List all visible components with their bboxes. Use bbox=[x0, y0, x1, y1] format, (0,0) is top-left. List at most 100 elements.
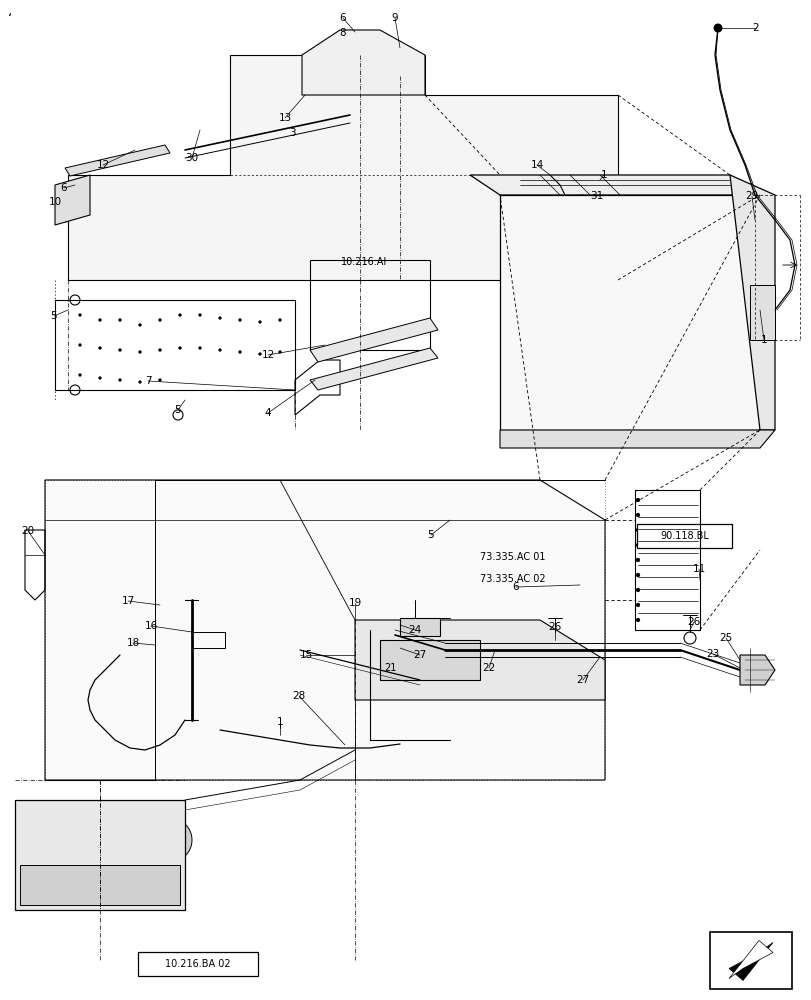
FancyBboxPatch shape bbox=[453, 567, 573, 591]
Polygon shape bbox=[470, 175, 759, 195]
Text: 8: 8 bbox=[339, 28, 345, 38]
Text: 25: 25 bbox=[719, 633, 732, 643]
Text: ‘: ‘ bbox=[8, 12, 12, 26]
Circle shape bbox=[595, 176, 603, 184]
Text: 3: 3 bbox=[289, 128, 295, 138]
Circle shape bbox=[98, 347, 101, 350]
Text: 16: 16 bbox=[144, 621, 157, 631]
Circle shape bbox=[217, 584, 221, 588]
Polygon shape bbox=[749, 285, 774, 340]
Circle shape bbox=[138, 582, 142, 586]
Circle shape bbox=[635, 498, 639, 502]
Circle shape bbox=[98, 570, 102, 574]
Text: 73.335.AC 01: 73.335.AC 01 bbox=[479, 552, 545, 562]
Circle shape bbox=[278, 351, 281, 354]
Circle shape bbox=[78, 613, 82, 617]
Text: 1: 1 bbox=[600, 170, 607, 180]
Circle shape bbox=[307, 143, 312, 148]
Text: 12: 12 bbox=[261, 350, 274, 360]
Circle shape bbox=[148, 252, 152, 257]
Polygon shape bbox=[15, 800, 185, 910]
Circle shape bbox=[432, 653, 446, 667]
Text: 6: 6 bbox=[512, 582, 519, 592]
Circle shape bbox=[526, 337, 562, 373]
Circle shape bbox=[453, 653, 466, 667]
Text: 19: 19 bbox=[348, 598, 361, 608]
Circle shape bbox=[78, 563, 82, 567]
Circle shape bbox=[539, 350, 549, 360]
Circle shape bbox=[98, 642, 102, 646]
Circle shape bbox=[387, 153, 392, 158]
Circle shape bbox=[298, 558, 302, 562]
Circle shape bbox=[756, 297, 762, 303]
Circle shape bbox=[178, 570, 182, 574]
Circle shape bbox=[397, 657, 402, 663]
Circle shape bbox=[635, 558, 639, 562]
Circle shape bbox=[643, 224, 655, 236]
Text: 1: 1 bbox=[277, 717, 283, 727]
Circle shape bbox=[756, 327, 762, 333]
Circle shape bbox=[218, 316, 221, 320]
Text: 6: 6 bbox=[339, 13, 345, 23]
Circle shape bbox=[477, 113, 482, 118]
Polygon shape bbox=[739, 655, 774, 685]
Circle shape bbox=[98, 318, 101, 322]
Text: 17: 17 bbox=[121, 596, 135, 606]
Circle shape bbox=[68, 818, 112, 862]
Circle shape bbox=[635, 603, 639, 607]
Polygon shape bbox=[728, 942, 772, 980]
FancyBboxPatch shape bbox=[372, 656, 406, 680]
Bar bbox=[709, 932, 791, 989]
Text: 22: 22 bbox=[482, 663, 495, 673]
Text: 2: 2 bbox=[752, 23, 758, 33]
Polygon shape bbox=[728, 940, 772, 978]
Circle shape bbox=[78, 538, 82, 542]
Circle shape bbox=[407, 548, 411, 552]
Circle shape bbox=[218, 349, 221, 352]
Circle shape bbox=[118, 553, 122, 557]
Text: 7: 7 bbox=[144, 376, 151, 386]
Circle shape bbox=[318, 616, 322, 620]
Circle shape bbox=[178, 553, 182, 557]
Text: 6: 6 bbox=[61, 183, 67, 193]
Circle shape bbox=[118, 622, 122, 626]
Circle shape bbox=[635, 543, 639, 547]
Circle shape bbox=[118, 646, 122, 650]
Text: 9: 9 bbox=[391, 13, 398, 23]
Circle shape bbox=[258, 618, 262, 622]
Circle shape bbox=[417, 657, 423, 663]
Text: 27: 27 bbox=[576, 675, 589, 685]
Circle shape bbox=[287, 242, 292, 247]
Circle shape bbox=[388, 543, 392, 547]
Circle shape bbox=[407, 570, 411, 574]
Circle shape bbox=[307, 208, 312, 213]
Circle shape bbox=[127, 208, 132, 213]
Circle shape bbox=[148, 818, 191, 862]
Circle shape bbox=[28, 818, 72, 862]
Circle shape bbox=[198, 558, 202, 562]
Circle shape bbox=[277, 232, 282, 237]
Circle shape bbox=[217, 641, 221, 645]
Circle shape bbox=[537, 213, 542, 218]
Circle shape bbox=[98, 666, 102, 670]
Text: 29: 29 bbox=[744, 191, 757, 201]
Circle shape bbox=[277, 202, 282, 208]
Circle shape bbox=[63, 188, 67, 192]
Circle shape bbox=[457, 657, 462, 663]
Circle shape bbox=[318, 563, 322, 567]
Circle shape bbox=[355, 51, 363, 59]
Circle shape bbox=[552, 383, 566, 397]
Circle shape bbox=[118, 528, 122, 532]
Circle shape bbox=[158, 378, 161, 381]
Circle shape bbox=[198, 638, 202, 642]
Circle shape bbox=[78, 663, 82, 667]
Circle shape bbox=[436, 657, 443, 663]
Circle shape bbox=[413, 653, 427, 667]
FancyBboxPatch shape bbox=[637, 524, 732, 548]
Circle shape bbox=[158, 318, 161, 322]
Text: 20: 20 bbox=[21, 526, 35, 536]
Text: 24: 24 bbox=[408, 625, 421, 635]
Text: 4: 4 bbox=[264, 408, 271, 418]
Circle shape bbox=[78, 588, 82, 592]
Circle shape bbox=[354, 50, 365, 60]
